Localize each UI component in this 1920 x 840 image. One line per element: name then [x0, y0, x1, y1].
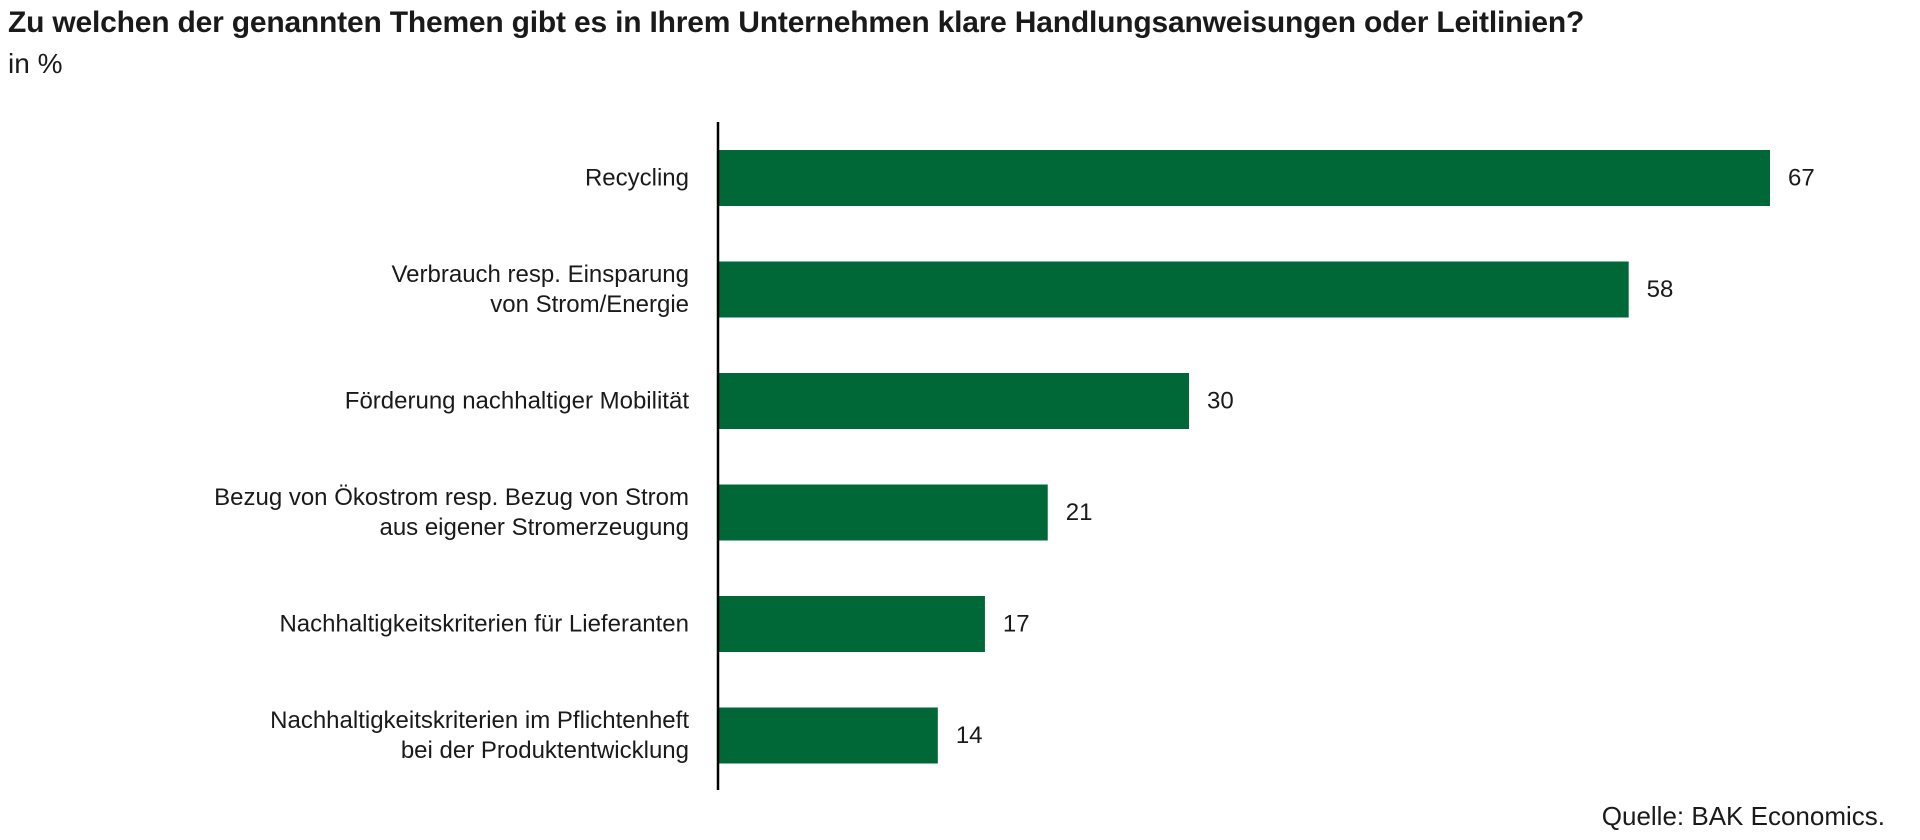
- value-labels: 67 58 30 21 17 14: [956, 165, 1815, 750]
- category-label-3: Förderung nachhaltiger Mobilität: [345, 388, 690, 415]
- bar-4: [718, 484, 1048, 541]
- category-label-line: Nachhaltigkeitskriterien im Pflichtenhef…: [270, 707, 689, 734]
- value-label-4: 21: [1066, 499, 1093, 526]
- category-label-4: Bezug von Ökostrom resp. Bezug von Strom…: [214, 484, 689, 541]
- category-label-5: Nachhaltigkeitskriterien für Lieferanten: [279, 611, 689, 638]
- bars-layer: [718, 150, 1770, 764]
- chart-subtitle: in %: [8, 48, 63, 79]
- category-label-1: Recycling: [585, 165, 689, 192]
- value-label-6: 14: [956, 722, 983, 749]
- category-label-line: Nachhaltigkeitskriterien für Lieferanten: [279, 611, 689, 638]
- bar-1: [718, 150, 1770, 206]
- category-label-line: Bezug von Ökostrom resp. Bezug von Strom: [214, 484, 689, 511]
- bar-3: [718, 373, 1190, 429]
- bar-2: [718, 261, 1629, 318]
- category-label-line: aus eigener Stromerzeugung: [379, 514, 689, 541]
- category-label-line: bei der Produktentwicklung: [401, 737, 689, 764]
- bar-5: [718, 596, 985, 652]
- category-label-6: Nachhaltigkeitskriterien im Pflichtenhef…: [270, 707, 689, 764]
- category-labels: Recycling Verbrauch resp. Einsparung von S…: [214, 165, 689, 765]
- category-label-line: Verbrauch resp. Einsparung: [391, 261, 689, 288]
- category-label-line: Recycling: [585, 165, 689, 192]
- category-label-2: Verbrauch resp. Einsparung von Strom/Ener…: [391, 261, 689, 318]
- value-label-3: 30: [1207, 388, 1234, 415]
- value-label-5: 17: [1003, 611, 1030, 638]
- bar-6: [718, 707, 938, 764]
- category-label-line: von Strom/Energie: [490, 291, 689, 318]
- chart-title: Zu welchen der genannten Themen gibt es …: [8, 6, 1585, 39]
- value-label-1: 67: [1788, 165, 1815, 192]
- value-label-2: 58: [1647, 276, 1674, 303]
- source-note: Quelle: BAK Economics.: [1601, 801, 1885, 831]
- category-label-line: Förderung nachhaltiger Mobilität: [345, 388, 690, 415]
